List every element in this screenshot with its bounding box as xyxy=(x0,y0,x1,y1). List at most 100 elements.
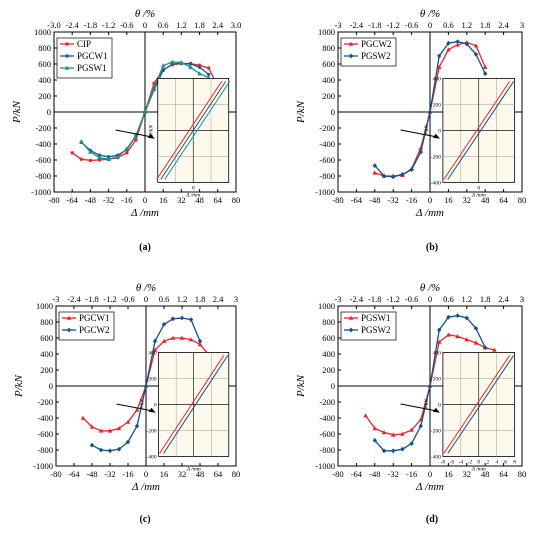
data-point xyxy=(409,167,414,172)
data-point xyxy=(436,339,442,344)
data-point xyxy=(133,133,139,138)
data-point xyxy=(207,72,211,77)
top-tick-label: 1.8 xyxy=(480,294,491,304)
data-point xyxy=(446,40,451,46)
data-point xyxy=(348,315,354,320)
data-point xyxy=(125,151,129,155)
top-tick-label: -2.4 xyxy=(65,20,79,30)
data-point xyxy=(446,332,451,337)
data-point xyxy=(400,172,405,177)
top-tick-label: 0 xyxy=(144,294,148,304)
data-point xyxy=(66,327,72,333)
top-tick-label: 2.4 xyxy=(498,294,509,304)
inset-series-line xyxy=(160,81,227,180)
pointer-arrow-head xyxy=(148,407,156,413)
inset-x-tick-label: -4 xyxy=(459,459,464,465)
top-tick-label: 0 xyxy=(143,20,147,30)
series-PGSW2 xyxy=(372,39,488,180)
y-tick-label: -1000 xyxy=(315,461,335,471)
data-point xyxy=(455,313,460,318)
top-axis-label: θ /% xyxy=(420,282,440,294)
x-tick-label: 48 xyxy=(481,195,490,205)
top-tick-label: -1.8 xyxy=(368,294,381,304)
legend-label: PGCW1 xyxy=(77,51,108,61)
inset-y-tick-label: 0 xyxy=(154,402,157,408)
top-tick-label: -0.6 xyxy=(405,294,418,304)
data-point xyxy=(98,447,104,453)
inset-x-tick-label: 2 xyxy=(486,459,489,465)
y-tick-label: 0 xyxy=(331,107,335,117)
y-tick-label: 200 xyxy=(322,365,335,375)
data-point xyxy=(482,64,488,69)
data-point xyxy=(427,109,433,115)
top-tick-label: -1.2 xyxy=(386,294,399,304)
y-tick-label: -200 xyxy=(319,123,335,133)
top-tick-label: -2.4 xyxy=(350,20,364,30)
data-point xyxy=(363,413,368,418)
y-tick-label: -400 xyxy=(319,413,335,423)
y-tick-label: -200 xyxy=(319,397,335,407)
y-axis-label: P/kN xyxy=(295,374,307,398)
data-point xyxy=(348,327,354,333)
data-point xyxy=(65,42,69,46)
x-tick-label: -48 xyxy=(369,469,380,479)
y-tick-label: 600 xyxy=(40,333,53,343)
top-tick-label: 0 xyxy=(428,20,432,30)
inset-y-tick-label: 400 xyxy=(433,350,442,356)
data-point xyxy=(455,39,460,44)
y-tick-label: -1000 xyxy=(31,187,51,197)
data-point xyxy=(483,345,488,350)
data-point xyxy=(179,60,184,65)
x-tick-label: 48 xyxy=(481,469,490,479)
legend-label: PGCW2 xyxy=(79,325,110,335)
y-tick-label: 600 xyxy=(322,333,335,343)
inset-y-tick-label: 0 xyxy=(438,128,441,134)
y-tick-label: -1000 xyxy=(315,187,335,197)
pointer-arrow-line xyxy=(115,129,151,138)
y-tick-label: 200 xyxy=(322,91,335,101)
data-point xyxy=(418,149,423,155)
inset-y-tick-label: -200 xyxy=(147,428,157,434)
pointer-arrow-head xyxy=(432,133,440,139)
x-tick-label: -48 xyxy=(85,195,96,205)
inset-y-tick-label: 200 xyxy=(433,102,442,108)
series-PGCW2 xyxy=(89,315,203,454)
x-tick-label: -64 xyxy=(68,469,80,479)
data-point xyxy=(152,338,158,344)
legend-label: PGSW2 xyxy=(361,51,391,61)
x-tick-label: 16 xyxy=(444,195,453,205)
data-point xyxy=(125,439,131,445)
y-tick-label: 400 xyxy=(322,349,335,359)
top-tick-label: -1.8 xyxy=(368,20,381,30)
x-tick-label: -64 xyxy=(351,469,363,479)
top-tick-label: 1.8 xyxy=(195,294,206,304)
top-tick-label: -1.2 xyxy=(102,20,115,30)
inset-y-tick-label: 400 xyxy=(433,76,442,82)
data-point xyxy=(107,448,113,454)
inset-y-tick-label: -400 xyxy=(147,454,157,460)
top-tick-label: 1.2 xyxy=(461,294,472,304)
data-point xyxy=(188,337,194,342)
y-tick-label: 600 xyxy=(322,59,335,69)
data-point xyxy=(65,54,69,58)
y-tick-label: 400 xyxy=(38,75,51,85)
data-point xyxy=(88,149,93,154)
data-point xyxy=(372,438,377,443)
legend-label: PGSW1 xyxy=(361,313,391,323)
top-tick-label: 3 xyxy=(234,294,238,304)
data-point xyxy=(97,155,102,160)
top-tick-label: 3 xyxy=(520,20,524,30)
x-axis-label: Δ /mm xyxy=(415,481,444,493)
x-tick-label: -16 xyxy=(406,469,417,479)
legend-box xyxy=(340,311,397,341)
data-point xyxy=(455,42,460,47)
data-point xyxy=(436,64,442,69)
x-tick-label: 80 xyxy=(518,195,527,205)
top-tick-label: -1.2 xyxy=(103,294,116,304)
inset-series-line xyxy=(443,355,511,454)
data-point xyxy=(88,158,93,163)
x-axis-label: Δ /mm xyxy=(415,207,444,219)
data-point xyxy=(107,428,113,433)
legend-box xyxy=(340,37,397,67)
